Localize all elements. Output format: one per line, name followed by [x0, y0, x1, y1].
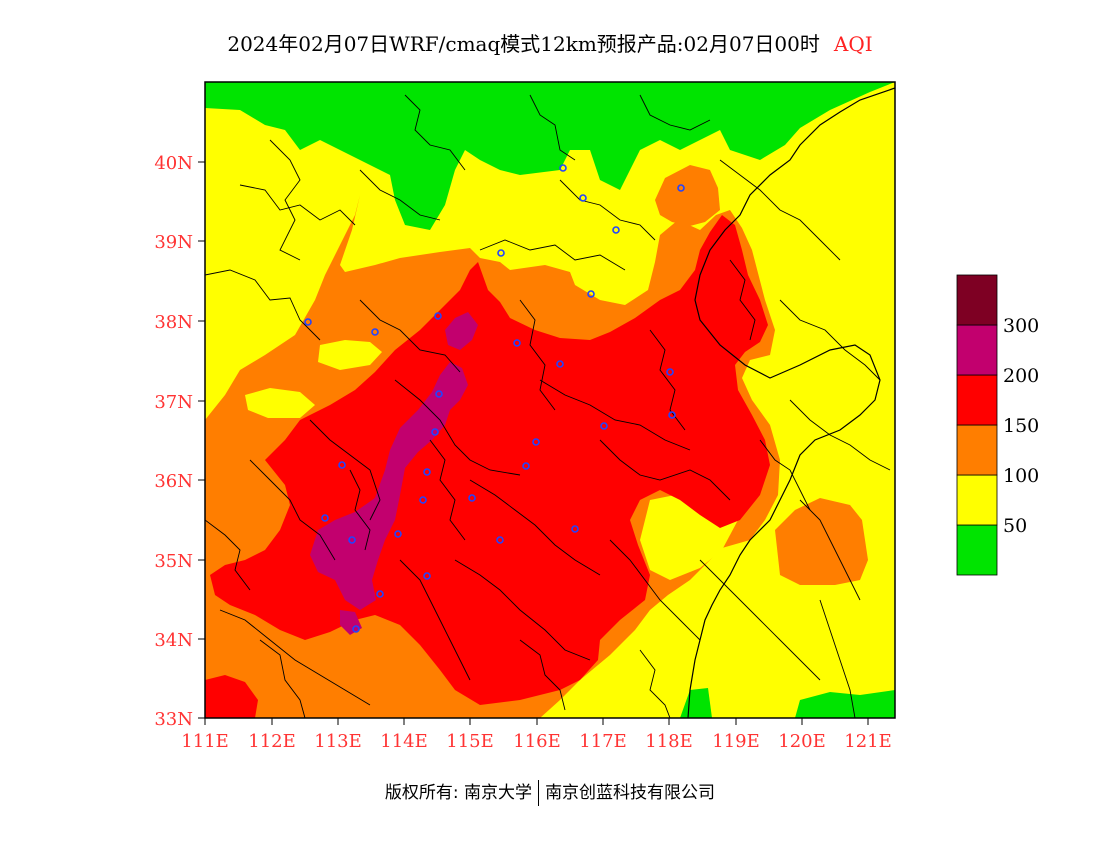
legend-swatch-moderate	[956, 474, 998, 526]
lon-label: 120E	[778, 731, 826, 752]
lon-label: 116E	[513, 731, 561, 752]
lat-label: 40N	[154, 153, 193, 174]
city-markers	[304, 164, 685, 633]
city-marker	[394, 530, 402, 538]
legend-swatch-hazardous	[956, 274, 998, 326]
city-marker	[348, 536, 356, 544]
title-pollutant: AQI	[833, 32, 873, 56]
legend-label: 150	[1003, 415, 1039, 437]
lon-label: 118E	[645, 731, 693, 752]
city-marker	[497, 249, 505, 257]
company-text: 南京创蓝科技有限公司	[545, 783, 716, 803]
city-marker	[468, 494, 476, 502]
city-marker	[513, 339, 521, 347]
city-marker	[371, 328, 379, 336]
coastline	[687, 87, 895, 718]
city-marker	[668, 411, 676, 419]
lon-label: 111E	[181, 731, 229, 752]
city-marker	[352, 625, 360, 633]
lon-label: 119E	[712, 731, 760, 752]
map-plot-area	[205, 82, 895, 718]
city-marker	[423, 468, 431, 476]
lon-label: 114E	[380, 731, 428, 752]
admin-boundaries	[205, 94, 891, 718]
city-marker	[496, 536, 504, 544]
aqi-zone-purple-small	[340, 610, 362, 635]
lat-label: 38N	[154, 312, 193, 333]
city-marker	[666, 368, 674, 376]
lat-label: 34N	[154, 630, 193, 651]
aqi-legend: 50 100 150 200 300	[956, 274, 1039, 576]
legend-swatch-unhealthy	[956, 374, 998, 426]
city-marker	[435, 390, 443, 398]
map-title: 2024年02月07日WRF/cmaq模式12km预报产品:02月07日00时 A…	[0, 28, 1100, 57]
city-marker	[587, 290, 595, 298]
legend-label: 50	[1003, 515, 1027, 537]
city-marker	[304, 318, 312, 326]
city-marker	[522, 462, 530, 470]
lon-label: 113E	[314, 731, 362, 752]
copyright-footer: 版权所有: 南京大学 南京创蓝科技有限公司	[0, 778, 1100, 806]
lat-label: 33N	[154, 709, 193, 730]
legend-label: 200	[1003, 365, 1039, 387]
city-marker	[376, 590, 384, 598]
lon-label: 117E	[579, 731, 627, 752]
aqi-zone-yellow-island-2	[245, 388, 315, 418]
lon-label: 115E	[446, 731, 494, 752]
aqi-zone-purple-north	[445, 312, 478, 350]
city-marker	[338, 461, 346, 469]
city-marker	[321, 514, 329, 522]
city-marker	[532, 438, 540, 446]
city-marker	[419, 496, 427, 504]
aqi-zone-orange-north	[655, 165, 720, 226]
legend-swatch-good	[956, 524, 998, 576]
aqi-zone-yellow-island-1	[318, 340, 382, 370]
city-marker	[571, 525, 579, 533]
lon-label: 112E	[248, 731, 296, 752]
legend-label: 100	[1003, 465, 1039, 487]
city-marker	[434, 312, 442, 320]
aqi-zone-good-se	[795, 690, 895, 718]
city-marker	[423, 572, 431, 580]
lat-label: 35N	[154, 551, 193, 572]
city-marker	[556, 360, 564, 368]
city-marker	[600, 422, 608, 430]
title-main: 2024年02月07日WRF/cmaq模式12km预报产品:02月07日00时	[227, 32, 820, 56]
city-marker	[431, 428, 439, 436]
lat-axis: 40N 39N 38N 37N 36N 35N 34N 33N	[154, 153, 205, 730]
lat-label: 36N	[154, 471, 193, 492]
lon-axis: 111E 112E 113E 114E 115E 116E 117E 118E …	[181, 718, 892, 752]
aqi-zone-purple-main	[310, 362, 468, 610]
legend-label: 300	[1003, 315, 1039, 337]
lat-label: 37N	[154, 392, 193, 413]
city-marker	[579, 194, 587, 202]
footer-divider	[538, 780, 540, 806]
legend-swatch-very-unhealthy	[956, 324, 998, 376]
copyright-text: 版权所有: 南京大学	[384, 783, 533, 803]
lat-label: 39N	[154, 232, 193, 253]
aqi-zone-good-north	[205, 82, 895, 230]
aqi-zone-red-sw	[205, 675, 258, 718]
city-marker	[559, 164, 567, 172]
legend-swatch-usg	[956, 424, 998, 476]
map-frame	[204, 81, 896, 719]
lon-label: 121E	[844, 731, 892, 752]
aqi-zone-orange-west	[205, 500, 270, 580]
city-marker	[677, 184, 685, 192]
city-marker	[612, 226, 620, 234]
aqi-zone-orange-east	[775, 498, 868, 585]
